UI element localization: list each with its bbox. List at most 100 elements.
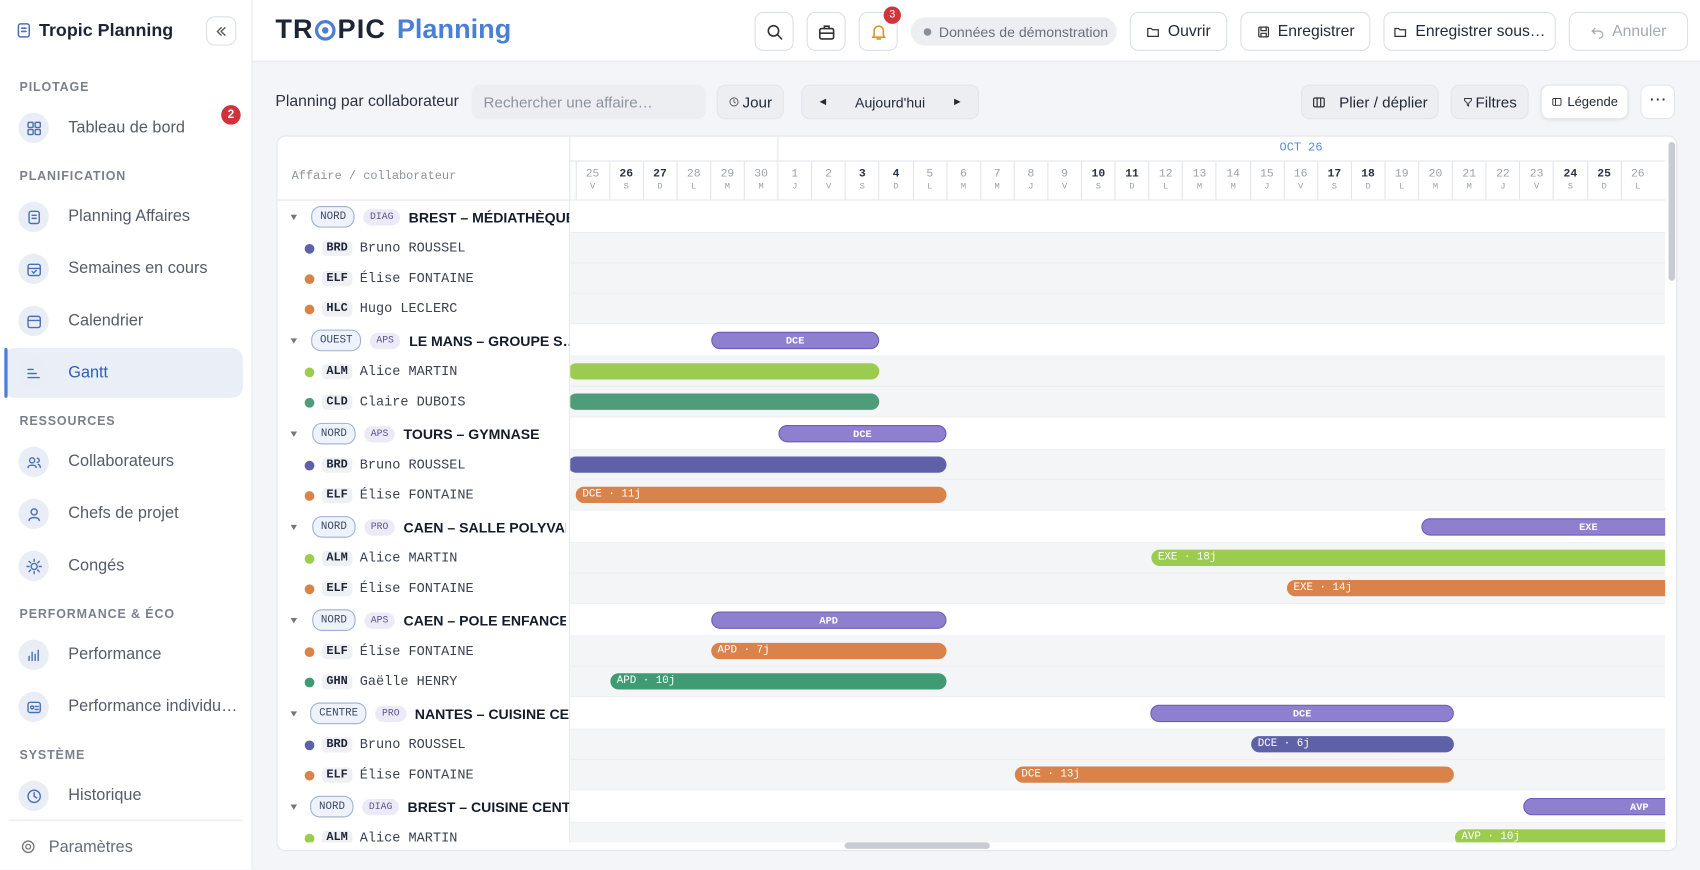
month-row <box>570 160 1666 162</box>
nav-item[interactable]: Tableau de bord 2 <box>4 103 243 153</box>
member-bar[interactable] <box>570 363 880 380</box>
day-number: 25 <box>1597 168 1611 182</box>
member-code: CLD <box>322 394 353 410</box>
projects-button[interactable] <box>806 11 846 51</box>
nav-item[interactable]: Historique <box>4 771 243 821</box>
bar-label: APD · 10j <box>616 675 676 688</box>
nav-item[interactable]: Gantt <box>4 348 243 398</box>
group-row[interactable]: NORD DIAG BREST – CUISINE CENT… <box>278 790 571 823</box>
day-number: 18 <box>1361 168 1375 182</box>
horizontal-scrollbar[interactable] <box>844 842 990 849</box>
more-button[interactable]: ⋯ <box>1640 84 1676 120</box>
member-bar[interactable]: EXE · 18j <box>1151 549 1666 566</box>
member-row: ELF Élise FONTAINE <box>278 760 571 791</box>
today-button[interactable]: Aujourd'hui <box>855 93 926 111</box>
legend-button[interactable]: Légende <box>1540 84 1629 120</box>
group-row[interactable]: NORD APS TOURS – GYMNASE <box>278 417 571 450</box>
day-cell: 21 M <box>1451 161 1486 200</box>
nav-item[interactable]: Congés <box>4 541 243 591</box>
search-button[interactable] <box>754 11 794 51</box>
nav-item[interactable]: Performance individu… <box>4 682 243 732</box>
divider <box>8 819 243 821</box>
bar-label: EXE <box>1579 520 1598 533</box>
logo-suffix: Planning <box>396 14 512 45</box>
nav-item[interactable]: Performance <box>4 630 243 680</box>
timeline-row: APD · 7j <box>570 636 1666 667</box>
icon <box>26 263 41 276</box>
filters-button[interactable]: Filtres <box>1450 84 1529 120</box>
group-bar[interactable]: AVP <box>1523 797 1666 816</box>
member-bar[interactable]: APD · 10j <box>610 673 947 690</box>
bar-label: DCE <box>853 427 872 440</box>
action-button[interactable]: Enregistrer sous… <box>1383 11 1556 51</box>
icon <box>1147 27 1160 37</box>
member-bar[interactable] <box>570 393 880 410</box>
settings[interactable]: Paramètres <box>48 838 133 857</box>
nav-item[interactable]: Chefs de projet <box>4 489 243 539</box>
timeline-row: DCE <box>570 324 1666 357</box>
bar-label: AVP · 10j <box>1461 831 1520 843</box>
member-name: Bruno ROUSSEL <box>359 457 466 473</box>
collapse-button[interactable] <box>205 16 237 46</box>
day-weekday: L <box>1163 182 1169 192</box>
day-weekday: D <box>1129 182 1135 192</box>
undo-button[interactable]: Annuler <box>1568 11 1689 51</box>
nav-label: Performance <box>68 645 162 664</box>
member-bar[interactable]: APD · 7j <box>711 642 947 660</box>
member-name: Alice MARTIN <box>359 550 458 566</box>
nav-item[interactable]: Calendrier <box>4 296 243 346</box>
member-bar[interactable] <box>570 456 947 473</box>
group-bar[interactable]: DCE <box>1150 704 1454 723</box>
nav-item[interactable]: Semaines en cours <box>4 244 243 294</box>
scale-button[interactable]: Jour <box>716 84 784 120</box>
day-weekday: J <box>1264 182 1270 192</box>
member-bar[interactable]: DCE · 6j <box>1251 736 1454 753</box>
member-dot <box>304 583 315 594</box>
member-bar[interactable]: DCE · 11j <box>575 486 947 504</box>
search-input[interactable]: Rechercher une affaire… <box>471 84 706 120</box>
member-row: ELF Élise FONTAINE <box>278 480 571 511</box>
undo-label: Annuler <box>1612 22 1667 41</box>
group-row[interactable]: NORD DIAG BREST – MÉDIATHÈQUE <box>278 200 571 234</box>
member-row: ELF Élise FONTAINE <box>278 263 571 294</box>
icon <box>26 456 41 468</box>
member-bar[interactable]: DCE · 13j <box>1014 766 1454 783</box>
nav-icon <box>18 357 49 389</box>
next-button[interactable]: ► <box>951 95 963 108</box>
date-nav[interactable]: ◄ Aujourd'hui ► <box>801 84 980 120</box>
group-bar[interactable]: APD <box>711 611 947 629</box>
day-number: 5 <box>926 168 934 182</box>
group-row[interactable]: OUEST APS LE MANS – GROUPE S… <box>278 324 571 357</box>
group-row[interactable]: NORD PRO CAEN – SALLE POLYVAL… <box>278 510 571 544</box>
nav-icon <box>18 201 49 233</box>
prev-button[interactable]: ◄ <box>817 95 829 108</box>
day-weekday: D <box>1601 182 1607 192</box>
month-label: OCT 26 <box>1279 142 1323 156</box>
member-bar[interactable]: AVP · 10j <box>1454 829 1666 843</box>
icon <box>21 840 35 854</box>
nav-icon <box>18 498 49 530</box>
group-row[interactable]: CENTRE PRO NANTES – CUISINE CE… <box>278 697 571 730</box>
action-button[interactable]: Ouvrir <box>1129 11 1228 51</box>
day-cell: 27 D <box>642 161 677 200</box>
day-weekday: L <box>691 182 697 192</box>
nav-item[interactable]: Collaborateurs <box>4 437 243 487</box>
day-cell: 22 J <box>1485 161 1520 200</box>
action-button[interactable]: Enregistrer <box>1240 11 1371 51</box>
member-bar[interactable]: EXE · 14j <box>1286 580 1666 597</box>
nav-item[interactable]: Planning Affaires <box>4 192 243 242</box>
day-cell: 14 M <box>1215 161 1250 200</box>
fold-button[interactable]: Plier / déplier <box>1301 84 1439 120</box>
group-bar[interactable]: DCE <box>778 424 947 443</box>
icon <box>26 315 41 328</box>
group-bar[interactable]: EXE <box>1421 518 1666 536</box>
vertical-scrollbar[interactable] <box>1668 142 1676 281</box>
group-row[interactable]: NORD APS CAEN – POLE ENFANCE <box>278 603 571 637</box>
icon <box>1591 27 1604 39</box>
nav-icon <box>18 550 49 582</box>
group-bar[interactable]: DCE <box>711 331 880 350</box>
